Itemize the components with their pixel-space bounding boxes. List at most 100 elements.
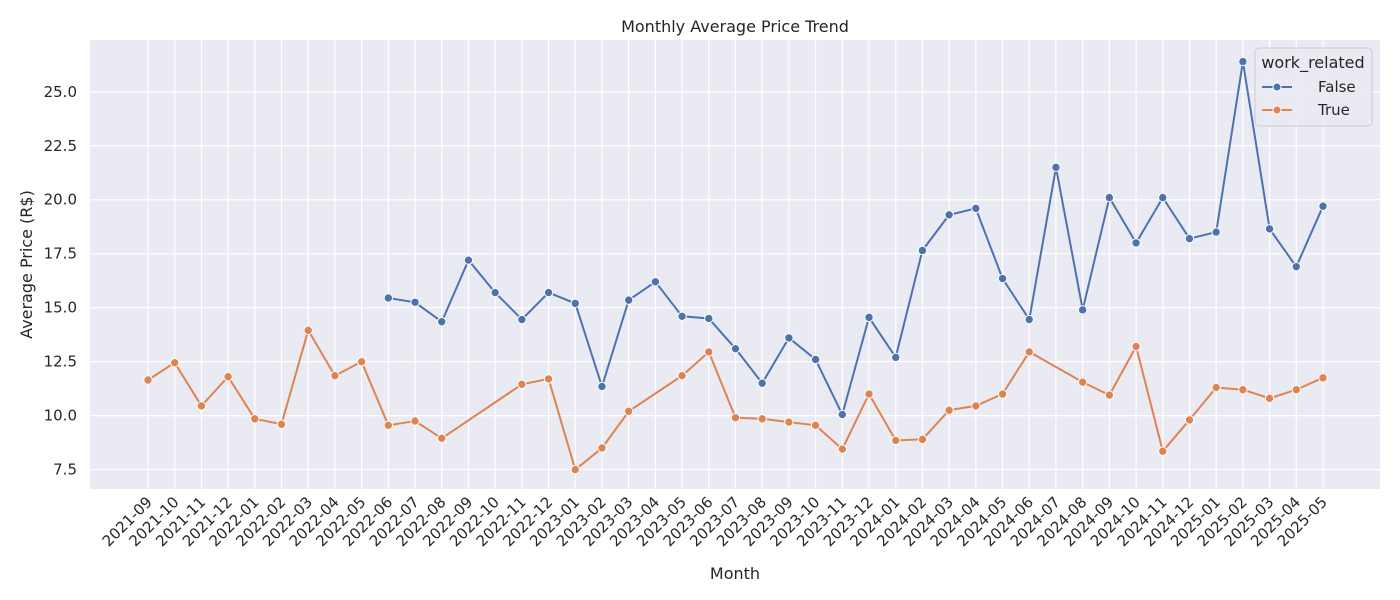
y-tick-labels: 7.5 10.0 12.5 15.0 17.5 20.0 22.5 25.0 <box>44 83 77 479</box>
y-tick-label: 7.5 <box>53 461 77 479</box>
x-axis-label: Month <box>710 564 760 583</box>
data-point <box>543 374 554 384</box>
data-point <box>170 358 180 368</box>
data-point <box>1211 382 1221 393</box>
y-tick-label: 20.0 <box>44 191 77 209</box>
legend-box <box>1254 47 1373 127</box>
data-point <box>944 405 954 415</box>
data-point <box>891 352 901 363</box>
legend-item-true: True <box>1262 101 1350 119</box>
data-point <box>517 379 527 390</box>
y-tick-label: 10.0 <box>44 407 77 425</box>
y-tick-label: 25.0 <box>44 83 77 101</box>
data-point <box>784 417 794 427</box>
y-tick-label: 17.5 <box>44 245 77 263</box>
legend-label: True <box>1317 101 1350 119</box>
data-point <box>383 420 394 431</box>
y-tick-label: 22.5 <box>44 137 77 155</box>
data-point <box>250 414 260 424</box>
data-point <box>623 295 634 305</box>
data-point <box>810 354 821 365</box>
y-tick-label: 12.5 <box>44 353 77 371</box>
data-point <box>517 314 527 325</box>
data-point <box>1184 233 1195 244</box>
data-point <box>944 210 954 220</box>
data-point <box>437 317 447 327</box>
data-point <box>1024 314 1034 325</box>
data-point <box>864 389 874 399</box>
data-point <box>677 311 687 322</box>
data-point <box>356 356 367 367</box>
data-point <box>196 401 207 411</box>
data-point <box>997 389 1008 399</box>
data-point <box>1264 393 1275 404</box>
data-point <box>1291 385 1301 395</box>
chart-title: Monthly Average Price Trend <box>621 17 849 36</box>
data-point <box>597 381 607 392</box>
y-tick-label: 15.0 <box>44 299 77 317</box>
series-true <box>143 325 1328 475</box>
legend-title: work_related <box>1261 53 1364 73</box>
data-point <box>570 298 580 309</box>
data-point <box>543 287 554 298</box>
data-point <box>730 343 741 354</box>
data-point <box>1158 192 1168 203</box>
data-point <box>917 434 928 445</box>
legend-item-false: False <box>1262 78 1356 96</box>
data-point <box>1318 201 1328 211</box>
grid <box>90 40 1380 489</box>
legend-label: False <box>1318 78 1356 96</box>
data-point <box>971 203 981 214</box>
data-point <box>143 375 153 385</box>
data-point <box>330 370 340 381</box>
data-point <box>650 277 661 287</box>
data-point <box>410 416 420 426</box>
legend-marker <box>1272 82 1282 92</box>
series-false <box>383 56 1328 420</box>
data-point <box>1238 385 1248 395</box>
data-point <box>490 287 500 298</box>
data-point <box>223 372 233 382</box>
data-point <box>971 401 981 411</box>
data-point <box>383 293 394 303</box>
data-point <box>1211 227 1221 237</box>
data-point <box>730 413 741 423</box>
legend-marker <box>1272 105 1282 115</box>
data-point <box>704 347 714 357</box>
data-point <box>1104 390 1115 400</box>
series-line <box>388 61 1324 418</box>
data-point <box>997 273 1008 284</box>
data-point <box>1318 373 1328 383</box>
data-point <box>1131 238 1141 248</box>
data-point <box>597 443 607 453</box>
data-point <box>276 419 287 429</box>
data-point <box>704 313 714 324</box>
data-point <box>623 406 634 416</box>
data-point <box>757 414 767 424</box>
data-point <box>784 333 794 343</box>
legend-items: False True <box>1262 78 1356 119</box>
data-point <box>1104 192 1115 203</box>
data-point <box>1077 377 1088 387</box>
data-point <box>837 444 848 454</box>
data-point <box>810 420 821 431</box>
data-point <box>1131 341 1141 352</box>
legend: work_related False True <box>1254 47 1373 127</box>
data-point <box>303 325 313 336</box>
data-point <box>410 297 420 307</box>
data-point <box>1024 347 1034 357</box>
series-layer <box>143 56 1328 475</box>
data-point <box>1264 224 1275 234</box>
data-point <box>1051 162 1061 173</box>
data-point <box>570 464 580 475</box>
data-point <box>837 409 848 420</box>
data-point <box>757 378 767 388</box>
data-point <box>1158 446 1168 456</box>
data-point <box>437 433 447 443</box>
data-point <box>1238 56 1248 67</box>
data-point <box>463 255 474 265</box>
data-point <box>1291 261 1301 272</box>
data-point <box>1184 415 1195 425</box>
data-point <box>1077 305 1088 315</box>
data-point <box>891 435 901 446</box>
